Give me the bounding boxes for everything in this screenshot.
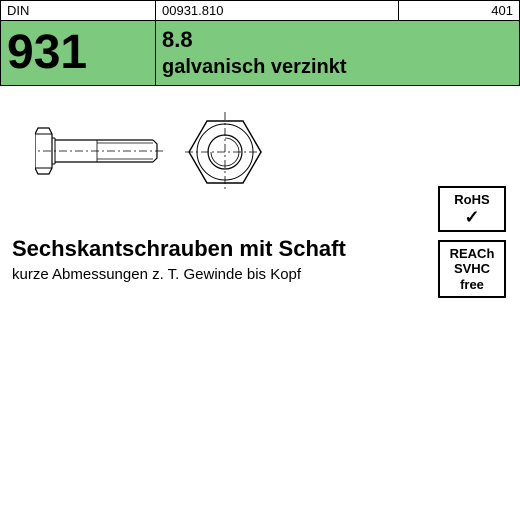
product-title: Sechskantschrauben mit Schaft [12,236,508,262]
strength-class: 8.8 [162,27,513,53]
compliance-badges: RoHS ✓ REACh SVHC free [438,186,506,298]
din-number: 931 [1,21,156,85]
reach-line2: SVHC [442,261,502,277]
reach-line3: free [442,277,502,293]
finish-text: galvanisch verzinkt [162,56,513,79]
reach-line1: REACh [442,246,502,262]
bolt-side-view-icon [35,116,165,191]
bolt-hex-view-icon [185,112,265,197]
code-cell: 00931.810 [156,1,399,20]
reach-badge: REACh SVHC free [438,240,506,299]
rohs-label: RoHS [442,192,502,208]
din-label-cell: DIN [1,1,156,20]
rohs-badge: RoHS ✓ [438,186,506,232]
check-icon: ✓ [442,208,502,226]
diagram-area: RoHS ✓ REACh SVHC free [0,86,520,236]
product-subtitle: kurze Abmessungen z. T. Gewinde bis Kopf [12,266,508,283]
right-code-cell: 401 [399,1,519,20]
green-right: 8.8 galvanisch verzinkt [156,21,519,85]
header-row: DIN 00931.810 401 [0,0,520,21]
green-bar: 931 8.8 galvanisch verzinkt [0,21,520,86]
